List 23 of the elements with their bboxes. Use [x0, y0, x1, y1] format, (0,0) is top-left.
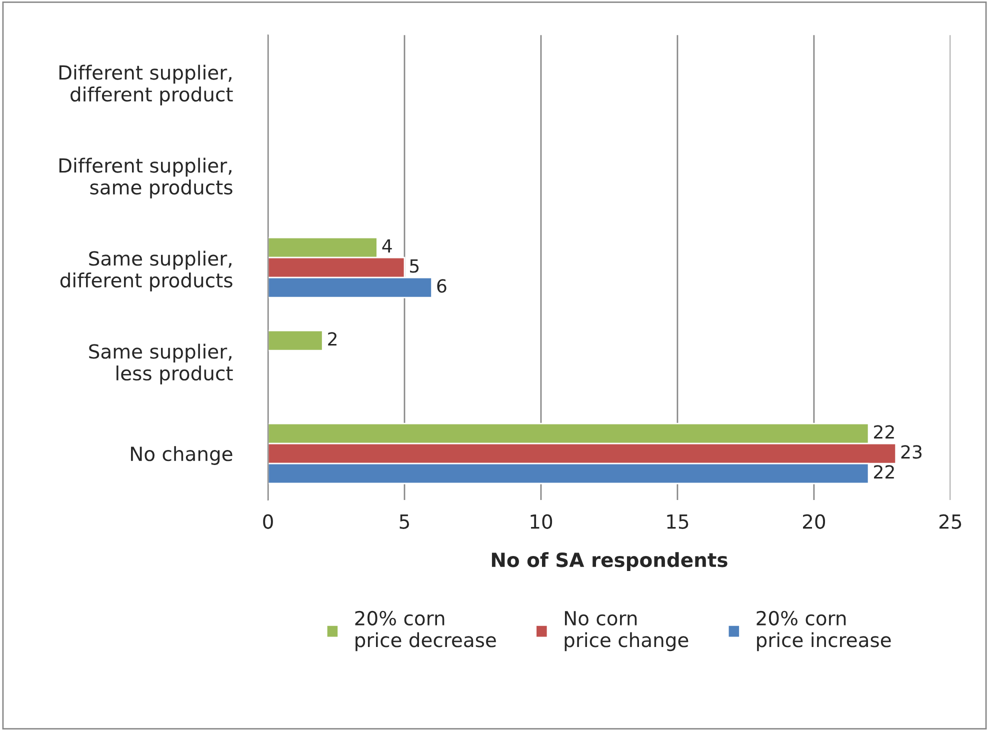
- legend-label: No corn price change: [564, 611, 688, 652]
- y-tick-label: Same supplier, less product: [89, 344, 233, 384]
- bar: [268, 330, 324, 352]
- data-label: 4: [382, 239, 392, 253]
- y-tick-label: Same supplier, different products: [60, 250, 232, 292]
- data-label: 5: [410, 259, 419, 273]
- y-tick-label: Different supplier, same products: [59, 158, 232, 198]
- x-axis-title: No of SA respondents: [492, 552, 728, 571]
- x-tick-label: 15: [667, 514, 688, 529]
- data-label: 22: [874, 425, 894, 439]
- x-tick-label: 0: [263, 514, 273, 529]
- x-tick-label: 20: [803, 514, 826, 529]
- x-tick-label: 5: [400, 514, 409, 529]
- x-tick-label: 25: [939, 514, 962, 529]
- y-tick-label: No change: [131, 446, 232, 465]
- y-tick-label: Different supplier, different product: [59, 64, 233, 106]
- data-label: 23: [901, 445, 922, 459]
- data-label: 22: [874, 465, 894, 478]
- legend-label: 20% corn price decrease: [355, 610, 496, 652]
- legend-label: 20% corn price increase: [756, 610, 891, 652]
- data-label: 2: [328, 332, 336, 346]
- x-tick-label: 10: [530, 514, 552, 529]
- data-label: 6: [437, 279, 446, 293]
